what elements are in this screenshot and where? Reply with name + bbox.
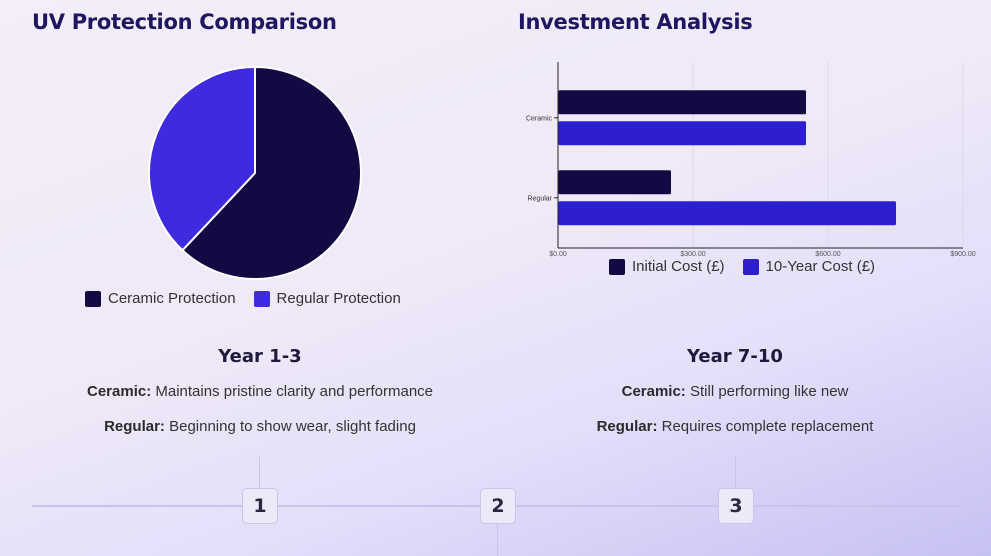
pie-slice-ceramic[interactable] — [181, 65, 362, 280]
x-tick-label: $600.00 — [815, 251, 840, 258]
year-1-3-regular-label: Regular: — [104, 418, 165, 435]
y-tick-label: Ceramic — [526, 115, 553, 122]
year-7-10-regular-text: Requires complete replacement — [661, 418, 874, 435]
legend-label-initial-cost: Initial Cost (£) — [632, 258, 725, 275]
uv-pie-chart — [148, 65, 362, 280]
x-tick-label: $900.00 — [950, 251, 975, 258]
year-7-10-heading: Year 7-10 — [687, 346, 783, 367]
bar-ceramic-ten-year[interactable] — [558, 121, 807, 146]
timeline-marker-2[interactable]: 2 — [480, 488, 516, 524]
legend-item-ten-year-cost[interactable]: 10-Year Cost (£) — [742, 258, 876, 275]
legend-label-regular: Regular Protection — [276, 290, 401, 307]
pie-legend: Ceramic Protection Regular Protection — [85, 290, 419, 307]
year-1-3-regular-text: Beginning to show wear, slight fading — [169, 418, 416, 435]
legend-swatch-ten-year-cost — [742, 258, 759, 275]
legend-item-ceramic[interactable]: Ceramic Protection — [85, 290, 236, 307]
legend-swatch-ceramic — [85, 290, 101, 307]
timeline-connector-3 — [735, 457, 736, 489]
y-tick-label: Regular — [527, 195, 552, 202]
investment-bar-chart: $0.00 $300.00 $600.00 $900.00 Ceramic Regular — [526, 62, 976, 258]
legend-swatch-regular — [253, 290, 270, 307]
pie-slice-regular[interactable] — [148, 65, 256, 252]
timeline-marker-3[interactable]: 3 — [718, 488, 754, 524]
year-1-3-heading: Year 1-3 — [218, 346, 302, 367]
bar-ceramic-initial[interactable] — [558, 90, 807, 115]
bar-legend: Initial Cost (£) 10-Year Cost (£) — [609, 258, 893, 275]
timeline-marker-1[interactable]: 1 — [242, 488, 278, 524]
year-1-3-ceramic-label: Ceramic: — [87, 383, 152, 400]
timeline-connector-1 — [259, 457, 260, 489]
x-tick-label: $0.00 — [549, 251, 567, 258]
year-1-3-regular: Regular: Beginning to show wear, slight … — [50, 418, 470, 436]
uv-protection-title: UV Protection Comparison — [32, 10, 337, 34]
bar-regular-ten-year[interactable] — [558, 201, 897, 226]
year-7-10-regular: Regular: Requires complete replacement — [525, 418, 945, 436]
legend-item-initial-cost[interactable]: Initial Cost (£) — [609, 258, 725, 275]
legend-label-ceramic: Ceramic Protection — [108, 290, 236, 307]
timeline-year-1-3: Year 1-3 Ceramic: Maintains pristine cla… — [50, 346, 470, 453]
year-7-10-ceramic-label: Ceramic: — [621, 383, 686, 400]
year-7-10-regular-label: Regular: — [596, 418, 658, 435]
legend-item-regular[interactable]: Regular Protection — [253, 290, 401, 307]
year-1-3-ceramic: Ceramic: Maintains pristine clarity and … — [50, 383, 470, 401]
year-7-10-ceramic-text: Still performing like new — [689, 383, 849, 400]
legend-swatch-initial-cost — [609, 258, 625, 275]
bar-regular-initial[interactable] — [558, 170, 672, 195]
timeline-year-7-10: Year 7-10 Ceramic: Still performing like… — [525, 346, 945, 453]
x-tick-label: $300.00 — [680, 251, 705, 258]
investment-analysis-title: Investment Analysis — [518, 10, 753, 34]
legend-label-ten-year-cost: 10-Year Cost (£) — [765, 258, 876, 275]
year-7-10-ceramic: Ceramic: Still performing like new — [525, 383, 945, 401]
year-1-3-ceramic-text: Maintains pristine clarity and performan… — [155, 383, 433, 400]
timeline-connector-2 — [497, 522, 498, 556]
